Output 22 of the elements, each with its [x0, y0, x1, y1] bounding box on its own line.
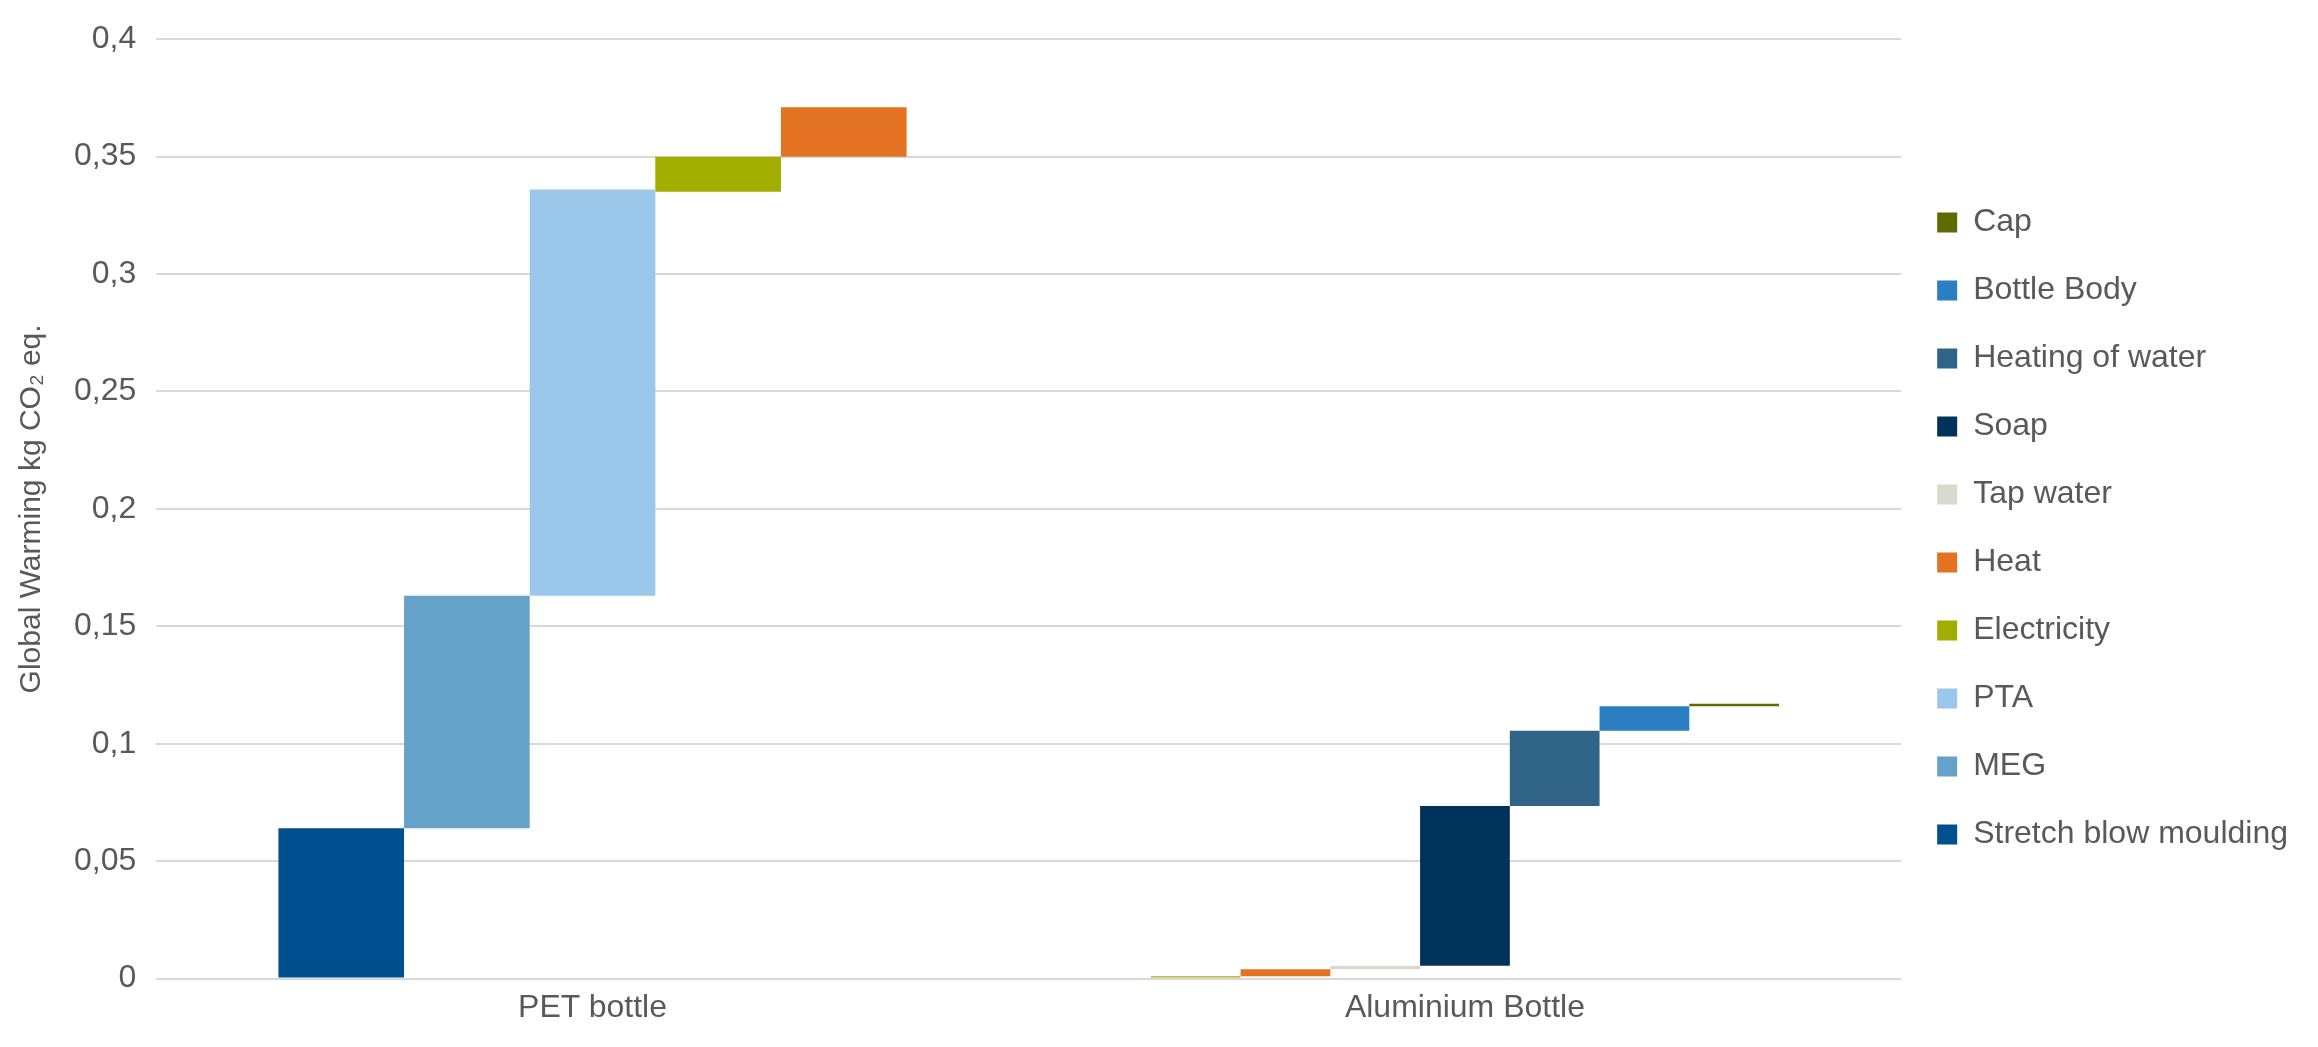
legend-label: MEG: [1973, 746, 2047, 783]
y-tick-label: 0,05: [74, 841, 137, 877]
x-tick-label: PET bottle: [518, 987, 667, 1024]
legend-label: Cap: [1973, 202, 2032, 239]
y-axis-title: Global Warming kg CO₂ eq.: [13, 324, 47, 694]
y-tick-label: 0,3: [91, 253, 137, 290]
y-tick-label: 0,1: [91, 723, 137, 760]
y-tick-label: 0,35: [74, 136, 137, 173]
legend-label: Stretch blow moulding: [1973, 814, 2288, 851]
y-tick-label: 0,4: [91, 19, 137, 56]
legend-label: Bottle Body: [1973, 270, 2137, 307]
y-tick-label: 0,2: [91, 488, 137, 525]
legend-label: Soap: [1973, 406, 2048, 443]
legend-label: Tap water: [1973, 474, 2113, 511]
y-tick-label: 0,25: [74, 371, 137, 408]
legend-label: Heat: [1973, 542, 2041, 579]
legend-label: Electricity: [1973, 610, 2111, 647]
legend-label: PTA: [1973, 678, 2034, 715]
y-tick-label: 0: [118, 958, 137, 995]
y-tick-label: 0,15: [74, 606, 137, 643]
x-tick-label: Aluminium Bottle: [1344, 987, 1585, 1024]
legend-label: Heating of water: [1973, 338, 2207, 375]
